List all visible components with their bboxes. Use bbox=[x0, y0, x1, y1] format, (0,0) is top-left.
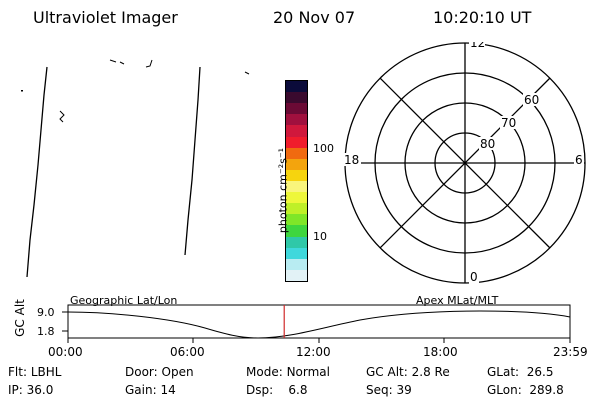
coastline-trace-left bbox=[26, 66, 48, 278]
colorbar-units-label: photon cm⁻²s⁻¹ bbox=[276, 147, 290, 234]
info-mode: Mode: Normal bbox=[246, 365, 330, 379]
info-dsp: Dsp: 6.8 bbox=[246, 383, 308, 397]
gc-alt-min: 1.8 bbox=[37, 325, 55, 338]
uv-image-panel bbox=[21, 59, 250, 278]
colorbar-segment bbox=[286, 136, 307, 148]
apex-mlat-mlt-label: Apex MLat/MLT bbox=[416, 294, 499, 307]
polar-diagonal-2 bbox=[379, 77, 551, 249]
colorbar-segment bbox=[286, 114, 307, 126]
coastline-fragment bbox=[59, 59, 250, 123]
polar-label-0: 0 bbox=[470, 270, 478, 284]
colorbar-segment bbox=[286, 247, 307, 259]
colorbar-segment bbox=[286, 169, 307, 181]
timeline-tick-1200: 12:00 bbox=[296, 345, 331, 359]
colorbar-segment bbox=[286, 147, 307, 159]
polar-ring-label-60: 60 bbox=[524, 93, 539, 107]
coastline-trace-right bbox=[184, 66, 201, 256]
colorbar-tick-10: 10 bbox=[313, 230, 327, 243]
info-glat: GLat: 26.5 bbox=[487, 365, 554, 379]
info-door: Door: Open bbox=[125, 365, 194, 379]
geographic-latlon-label: Geographic Lat/Lon bbox=[70, 294, 178, 307]
coastline-dot bbox=[21, 90, 23, 92]
header-date: 20 Nov 07 bbox=[273, 8, 356, 27]
colorbar-segment bbox=[286, 269, 307, 281]
colorbar-segment bbox=[286, 81, 307, 93]
colorbar-segment bbox=[286, 236, 307, 248]
polar-ring-label-70: 70 bbox=[501, 116, 516, 130]
polar-mlt-grid: 12 0 18 6 60 70 80 bbox=[342, 42, 586, 284]
color-scale-bar bbox=[285, 80, 308, 282]
orbit-altitude-timeline bbox=[62, 304, 571, 343]
timeline-tick-1800: 18:00 bbox=[423, 345, 458, 359]
gc-alt-max: 9.0 bbox=[37, 306, 55, 319]
colorbar-segment bbox=[286, 180, 307, 193]
colorbar-segment bbox=[286, 192, 307, 204]
info-gain: Gain: 14 bbox=[125, 383, 176, 397]
info-ip: IP: 36.0 bbox=[8, 383, 54, 397]
instrument-title: Ultraviolet Imager bbox=[33, 8, 178, 27]
header-time: 10:20:10 UT bbox=[433, 8, 532, 27]
colorbar-segment bbox=[286, 158, 307, 170]
colorbar-segment bbox=[286, 125, 307, 137]
polar-label-6: 6 bbox=[575, 153, 583, 167]
colorbar-segment bbox=[286, 92, 307, 104]
info-glon: GLon: 289.8 bbox=[487, 383, 564, 397]
polar-label-18: 18 bbox=[344, 153, 359, 167]
colorbar-segment bbox=[286, 103, 307, 115]
polar-ring-label-80: 80 bbox=[480, 137, 495, 151]
colorbar-segment bbox=[286, 225, 307, 237]
timeline-frame bbox=[67, 304, 571, 339]
colorbar-tick-100: 100 bbox=[313, 142, 334, 155]
colorbar-segment bbox=[286, 258, 307, 270]
timeline-tick-2359: 23:59 bbox=[553, 345, 588, 359]
timeline-tick-0000: 00:00 bbox=[48, 345, 83, 359]
info-gc-alt: GC Alt: 2.8 Re bbox=[366, 365, 450, 379]
colorbar-segment bbox=[286, 203, 307, 215]
polar-label-12: 12 bbox=[470, 42, 485, 50]
info-flt: Flt: LBHL bbox=[8, 365, 62, 379]
altitude-curve bbox=[67, 310, 571, 339]
colorbar-segment bbox=[286, 214, 307, 226]
timeline-tick-0600: 06:00 bbox=[170, 345, 205, 359]
info-seq: Seq: 39 bbox=[366, 383, 412, 397]
